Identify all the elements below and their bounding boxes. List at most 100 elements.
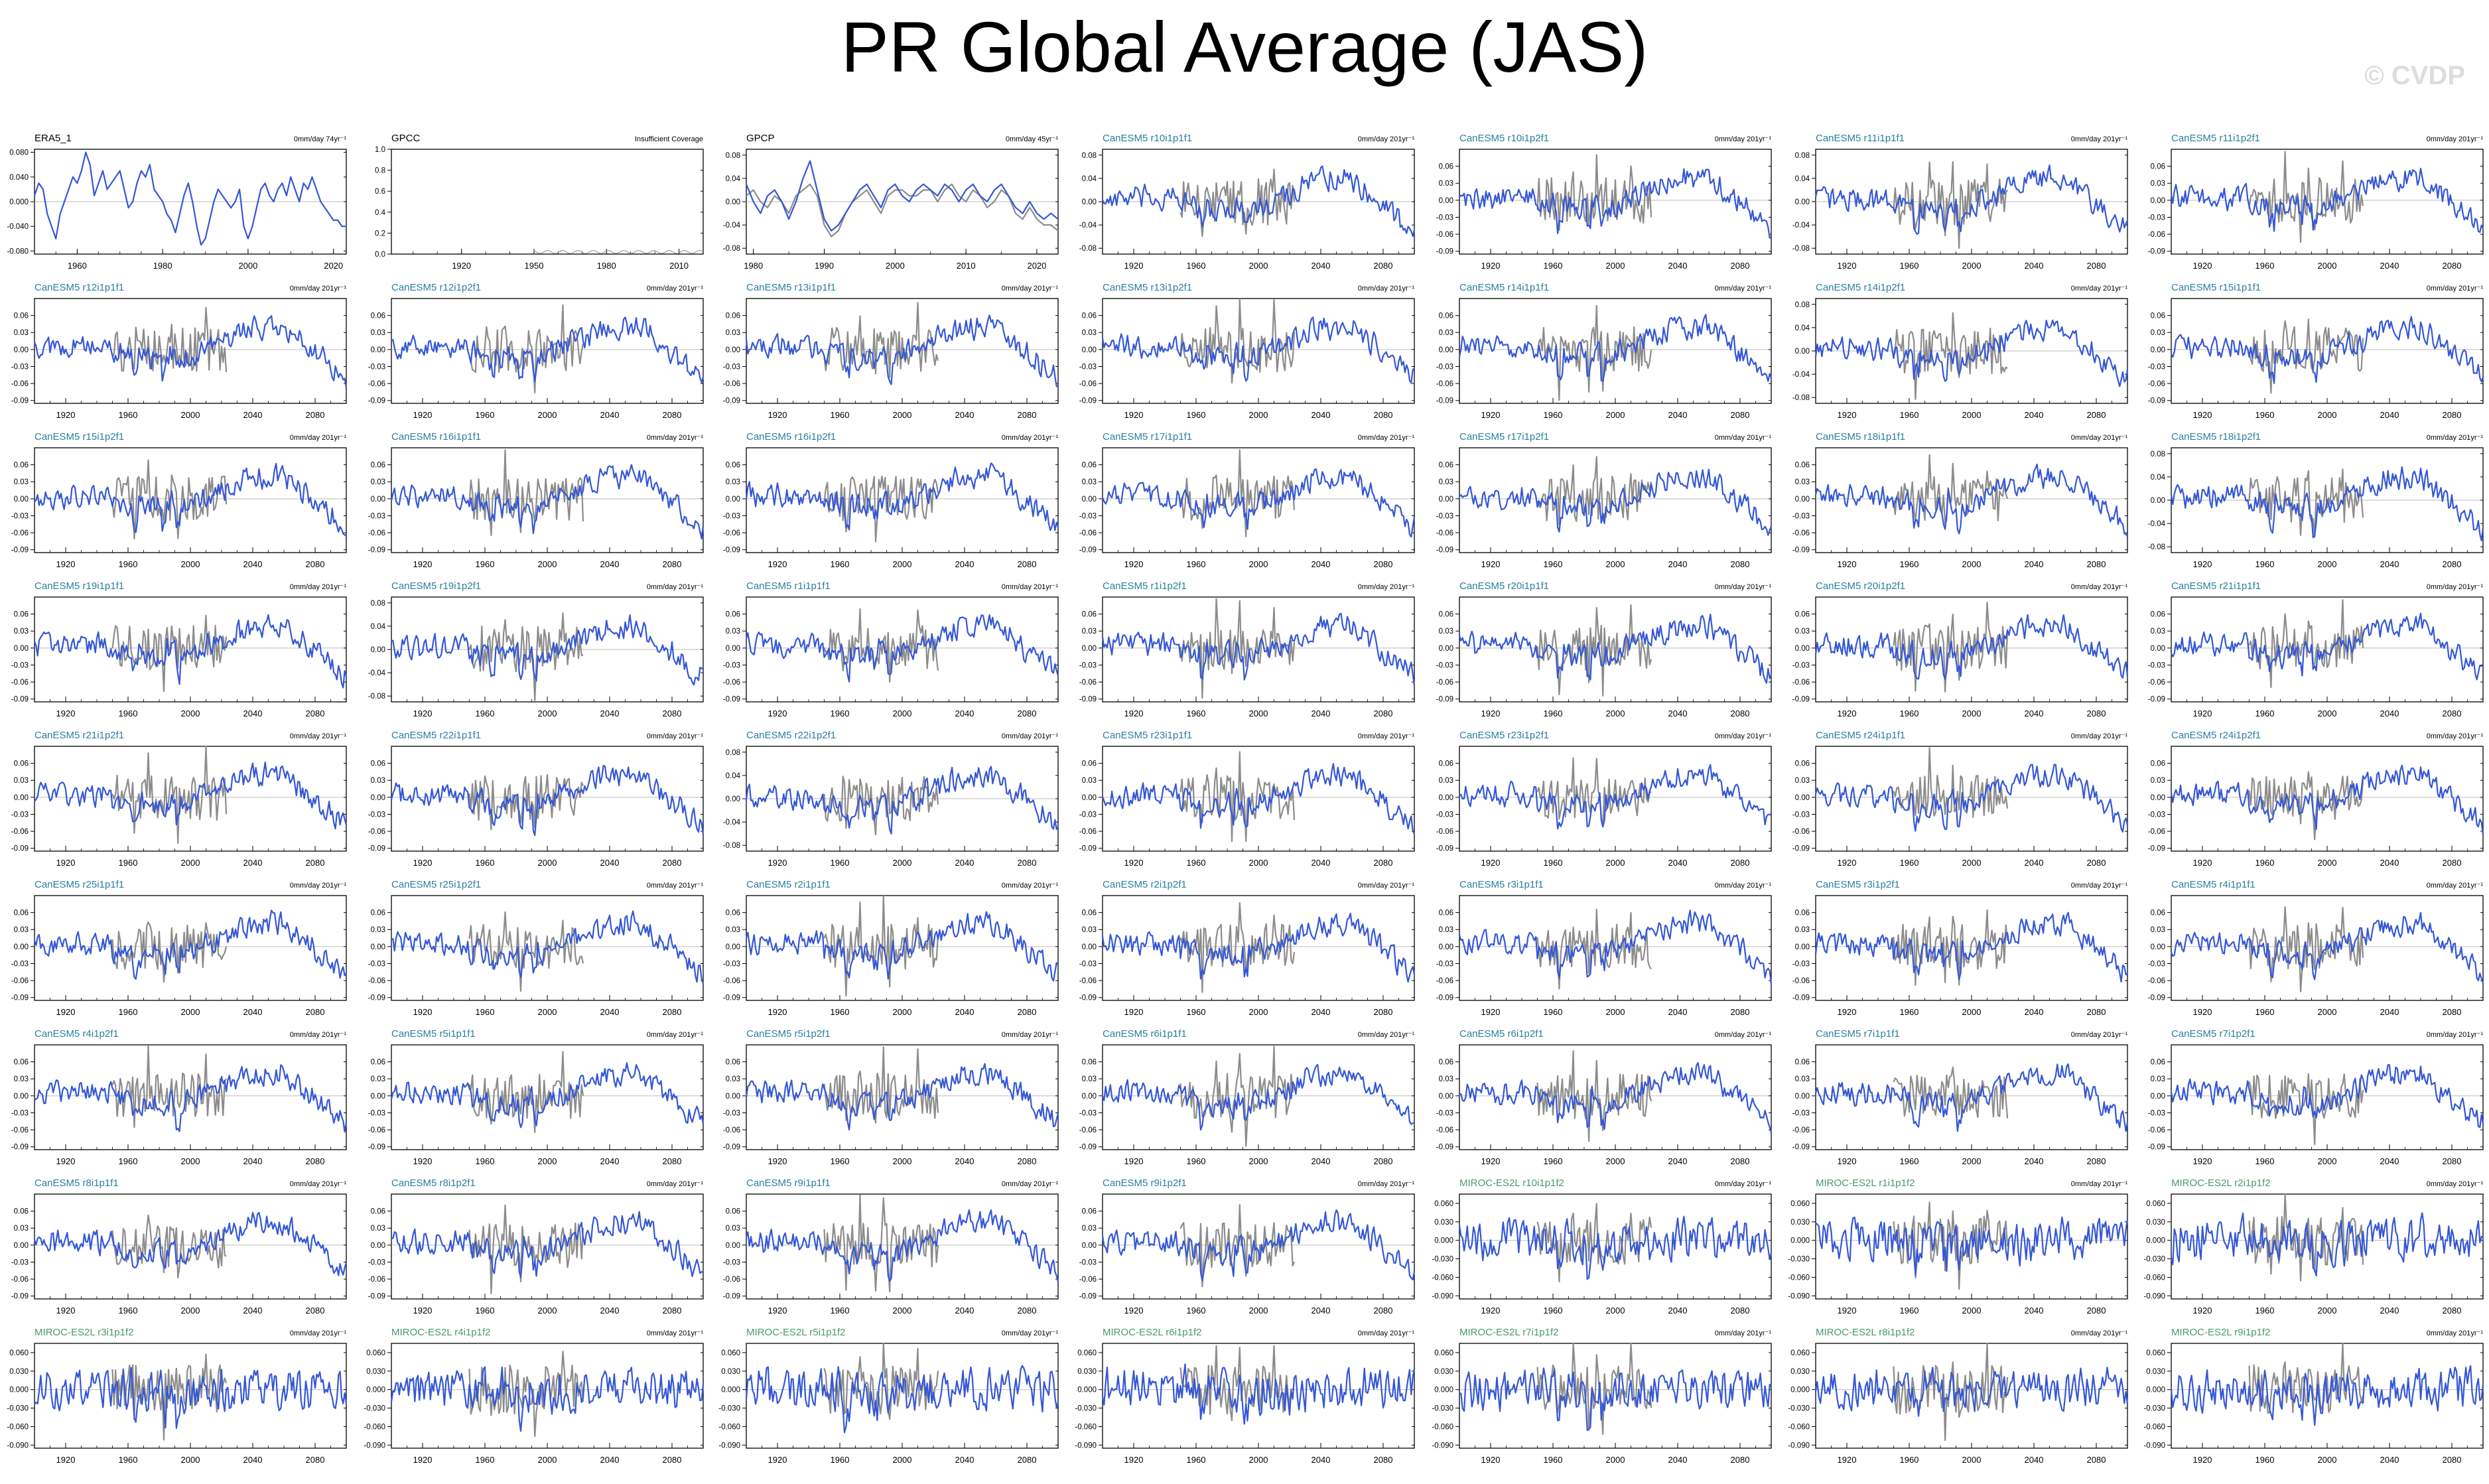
- y-tick-label: 0.000: [1077, 1386, 1097, 1394]
- x-tick-label: 2000: [2318, 1455, 2337, 1465]
- x-tick-label: 2000: [893, 1306, 912, 1315]
- x-tick-label: 2080: [1018, 1306, 1037, 1315]
- x-tick-label: 2080: [2087, 261, 2106, 271]
- panel-title: CanESM5 r20i1p1f1: [1459, 580, 1549, 592]
- obs-series-line: [823, 608, 939, 683]
- chart-panel: CanESM5 r21i1p2f1 0mm/day 201yr⁻¹ 0.06 0.03…: [11, 730, 348, 868]
- model-series-line: [745, 1365, 1059, 1434]
- y-tick-label: 0.06: [1082, 462, 1097, 470]
- x-tick-label: 2000: [1962, 1007, 1982, 1017]
- x-tick-label: 2000: [2318, 1007, 2337, 1017]
- x-tick-label: 2000: [238, 261, 257, 271]
- x-tick-label: 1960: [68, 261, 87, 271]
- model-series-line: [33, 910, 347, 980]
- y-tick-label: -0.09: [723, 1293, 740, 1301]
- panel-trend-label: 0mm/day 201yr⁻¹: [290, 732, 347, 740]
- y-tick-label: 0.03: [14, 777, 29, 785]
- y-tick-label: 0.000: [366, 1386, 385, 1394]
- y-tick-label: 0.06: [1439, 462, 1453, 470]
- obs-series-line: [1893, 909, 2009, 986]
- x-tick-label: 1960: [1900, 1156, 1919, 1166]
- y-tick-label: -0.03: [1436, 661, 1453, 669]
- x-tick-label: 1920: [1124, 559, 1144, 569]
- y-tick-label: 0.060: [1434, 1349, 1453, 1357]
- chart-panel: CanESM5 r4i1p1f1 0mm/day 201yr⁻¹ 0.06 0.03 0…: [2148, 879, 2484, 1017]
- panel-trend-label: 0mm/day 201yr⁻¹: [1002, 732, 1059, 740]
- y-tick-label: 0.030: [1077, 1368, 1097, 1376]
- panel-title: CanESM5 r15i1p2f1: [34, 431, 124, 442]
- y-tick-label: -0.090: [2143, 1292, 2165, 1300]
- x-tick-label: 2040: [243, 559, 263, 569]
- model-series-line: [745, 1063, 1059, 1131]
- y-tick-label: 0.00: [2151, 794, 2165, 802]
- panel-title: CanESM5 r24i1p2f1: [2171, 730, 2261, 741]
- chart-panel: GPCP 0mm/day 45yr⁻¹ 0.08 0.04 0.00 -0.04 -0.08…: [723, 133, 1059, 271]
- y-tick-label: 0.00: [1439, 943, 1453, 951]
- model-series-line: [1459, 168, 1772, 239]
- panel-title: MIROC-ES2L r4i1p1f2: [391, 1327, 491, 1338]
- panel-trend-label: 0mm/day 201yr⁻¹: [2071, 285, 2128, 293]
- y-tick-label: 0.060: [721, 1349, 740, 1357]
- x-tick-label: 1920: [56, 1156, 76, 1166]
- model-series-line: [1459, 1061, 1773, 1133]
- y-tick-label: 0.06: [1082, 1208, 1097, 1216]
- x-tick-label: 2080: [1374, 1306, 1393, 1315]
- y-tick-label: 0.00: [14, 794, 29, 802]
- y-tick-label: 0.03: [1795, 1075, 1810, 1083]
- y-tick-label: 0.06: [2151, 163, 2165, 171]
- y-tick-label: 0.03: [1082, 777, 1097, 785]
- x-tick-label: 2040: [243, 1306, 263, 1315]
- y-tick-label: -0.09: [723, 397, 740, 405]
- x-tick-label: 2040: [1312, 1306, 1331, 1315]
- x-tick-label: 1920: [2193, 858, 2212, 868]
- model-series-line: [1814, 614, 2129, 680]
- panel-trend-label: 0mm/day 201yr⁻¹: [2427, 732, 2484, 740]
- y-tick-label: -0.06: [1436, 679, 1453, 687]
- panel-title: MIROC-ES2L r3i1p1f2: [34, 1327, 134, 1338]
- x-tick-label: 2080: [1731, 261, 1750, 271]
- y-tick-label: 0.00: [726, 346, 740, 354]
- y-tick-label: -0.06: [368, 828, 385, 836]
- panel-title: CanESM5 r17i1p1f1: [1103, 431, 1192, 442]
- x-tick-label: 2040: [955, 1306, 975, 1315]
- model-series-line: [391, 614, 704, 686]
- panel-title: CanESM5 r19i1p2f1: [391, 580, 481, 592]
- panel-trend-label: 0mm/day 201yr⁻¹: [1358, 135, 1415, 143]
- y-tick-label: 0.000: [1790, 1237, 1810, 1245]
- x-tick-label: 2010: [669, 261, 689, 271]
- x-tick-label: 1920: [413, 708, 433, 718]
- y-tick-label: 0.000: [9, 198, 29, 206]
- obs-series-line: [468, 774, 584, 831]
- x-tick-label: 2080: [306, 1455, 325, 1465]
- y-tick-label: -0.090: [1788, 1442, 1810, 1450]
- panel-title: CanESM5 r6i1p1f1: [1103, 1028, 1187, 1040]
- panel-trend-label: 0mm/day 201yr⁻¹: [2427, 135, 2484, 143]
- y-tick-label: -0.09: [2148, 1144, 2165, 1152]
- y-tick-label: 0.03: [371, 478, 385, 486]
- x-tick-label: 1920: [2193, 1156, 2212, 1166]
- y-tick-label: 0.03: [2151, 1075, 2165, 1083]
- x-tick-label: 2000: [2318, 261, 2337, 271]
- x-tick-label: 1960: [119, 1007, 138, 1017]
- chart-panel: CanESM5 r24i1p1f1 0mm/day 201yr⁻¹ 0.06 0.03…: [1792, 730, 2129, 868]
- panel-trend-label: 0mm/day 201yr⁻¹: [1358, 285, 1415, 293]
- x-tick-label: 2000: [1962, 261, 1982, 271]
- panel-trend-label: 0mm/day 201yr⁻¹: [647, 732, 704, 740]
- y-tick-label: 0.080: [9, 149, 29, 157]
- panel-trend-label: 0mm/day 201yr⁻¹: [2427, 1031, 2484, 1039]
- y-tick-label: 0.00: [726, 496, 740, 504]
- y-tick-label: 0.06: [1082, 760, 1097, 768]
- x-tick-label: 2040: [955, 1455, 975, 1465]
- x-tick-label: 2000: [181, 858, 200, 868]
- y-tick-label: 0.03: [2151, 329, 2165, 337]
- y-tick-label: -0.06: [11, 529, 29, 537]
- x-tick-label: 1920: [2193, 1306, 2212, 1315]
- panel-trend-label: 0mm/day 201yr⁻¹: [1002, 1329, 1059, 1337]
- x-tick-label: 1920: [1838, 261, 1857, 271]
- y-tick-label: 0.00: [1082, 794, 1097, 802]
- y-tick-label: -0.03: [1436, 214, 1453, 222]
- chart-panel: CanESM5 r9i1p1f1 0mm/day 201yr⁻¹ 0.06 0.03 0…: [723, 1178, 1059, 1315]
- y-tick-label: 0.6: [375, 188, 385, 196]
- x-tick-label: 2080: [306, 858, 325, 868]
- y-tick-label: -0.06: [1436, 231, 1453, 239]
